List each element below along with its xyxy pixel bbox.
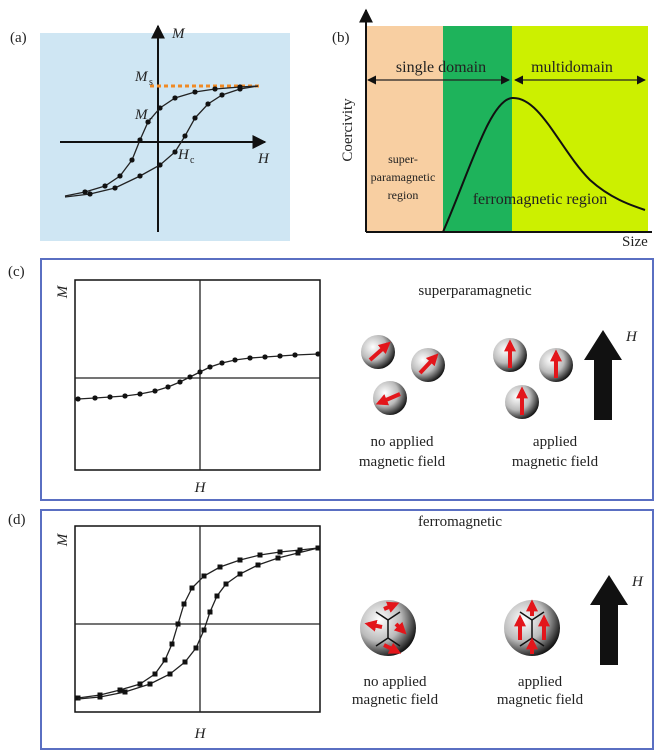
panel-a: (a) M H M s M r H c — [10, 26, 290, 241]
region-label: region — [388, 188, 419, 202]
caption: no applied — [371, 434, 434, 450]
hc-label: H — [177, 147, 190, 163]
caption: no applied — [364, 674, 427, 690]
axis-label: Size — [622, 234, 648, 250]
field-arrow — [590, 575, 628, 665]
hc-sub: c — [190, 155, 195, 166]
particle-domains-aligned — [504, 600, 560, 656]
axis-label: Coercivity — [340, 98, 356, 162]
region-label: paramagnetic — [371, 170, 436, 184]
caption: applied — [518, 674, 563, 690]
panel-label: (a) — [10, 30, 27, 46]
axis-label: H — [194, 480, 207, 496]
panel-d: (d) M H ferromagnetic H no applied magne… — [8, 510, 653, 749]
hysteresis-upper — [78, 548, 318, 698]
plot-frame — [75, 280, 320, 470]
plot-background — [40, 33, 290, 241]
figure: (a) M H M s M r H c (b) single domain mu… — [0, 0, 654, 750]
particles-random — [361, 335, 445, 415]
axis-label: M — [171, 26, 186, 42]
panel-label: (d) — [8, 512, 26, 528]
particles-aligned — [493, 338, 573, 419]
caption: magnetic field — [359, 454, 446, 470]
region-label: ferromagnetic region — [473, 191, 608, 208]
region-label: multidomain — [531, 59, 613, 76]
field-symbol: H — [625, 329, 638, 345]
caption: applied — [533, 434, 578, 450]
axis-label: H — [194, 726, 207, 742]
panel-b: (b) single domain multidomain Coercivity… — [332, 10, 652, 250]
field-symbol: H — [631, 574, 644, 590]
ms-sub: s — [149, 77, 153, 88]
panel-title: superparamagnetic — [418, 283, 532, 299]
region-label: super- — [388, 152, 418, 166]
axis-label: M — [55, 532, 71, 547]
caption: magnetic field — [512, 454, 599, 470]
panel-c: (c) M H superparamagnetic H no applied m… — [8, 259, 653, 500]
ms-label: M — [134, 69, 149, 85]
region-label: single domain — [396, 59, 486, 76]
axis-label: H — [257, 151, 270, 167]
panel-label: (b) — [332, 30, 350, 46]
panel-title: ferromagnetic — [418, 514, 502, 530]
mr-label: M — [134, 107, 149, 123]
particle-domains-random — [360, 600, 416, 656]
panel-label: (c) — [8, 264, 25, 280]
caption: magnetic field — [352, 692, 439, 708]
axis-label: M — [55, 284, 71, 299]
field-arrow — [584, 330, 622, 420]
caption: magnetic field — [497, 692, 584, 708]
panel-frame — [41, 510, 653, 749]
plot-frame — [75, 526, 320, 712]
magnetization-curve — [78, 354, 318, 399]
